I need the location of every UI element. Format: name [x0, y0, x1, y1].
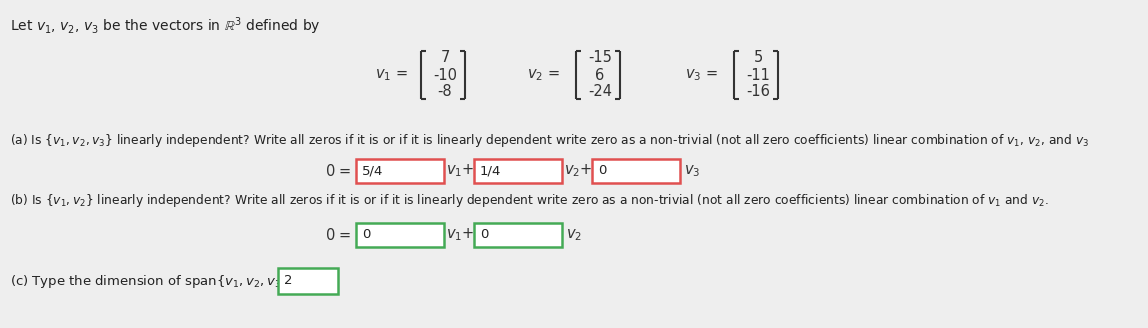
- Text: $v_1$+: $v_1$+: [447, 227, 474, 243]
- Text: $v_2$ =: $v_2$ =: [527, 67, 560, 83]
- Text: -24: -24: [588, 85, 612, 99]
- Text: -11: -11: [746, 68, 770, 83]
- Text: $0$ =: $0$ =: [325, 163, 352, 179]
- Text: Let $v_1$, $v_2$, $v_3$ be the vectors in $\mathbb{R}^3$ defined by: Let $v_1$, $v_2$, $v_3$ be the vectors i…: [10, 15, 320, 37]
- Text: (c) Type the dimension of $\mathrm{span}\{v_1, v_2, v_3\}$:: (c) Type the dimension of $\mathrm{span}…: [10, 273, 294, 290]
- Text: $v_2$+: $v_2$+: [564, 163, 592, 179]
- Text: $v_3$: $v_3$: [684, 163, 700, 179]
- Text: -10: -10: [433, 68, 457, 83]
- Text: 7: 7: [441, 51, 450, 66]
- Text: 0: 0: [480, 229, 488, 241]
- Text: 6: 6: [596, 68, 605, 83]
- Text: $v_1$+: $v_1$+: [447, 163, 474, 179]
- Text: $v_1$ =: $v_1$ =: [375, 67, 408, 83]
- Text: $0$ =: $0$ =: [325, 227, 352, 243]
- Text: $v_3$ =: $v_3$ =: [685, 67, 718, 83]
- FancyBboxPatch shape: [356, 159, 444, 183]
- Text: -15: -15: [588, 51, 612, 66]
- FancyBboxPatch shape: [474, 159, 563, 183]
- Text: 0: 0: [362, 229, 371, 241]
- Text: $v_2$: $v_2$: [566, 227, 582, 243]
- Text: 2: 2: [284, 275, 293, 288]
- FancyBboxPatch shape: [356, 223, 444, 247]
- Text: 0: 0: [598, 165, 606, 177]
- Text: -8: -8: [437, 85, 452, 99]
- FancyBboxPatch shape: [278, 268, 338, 294]
- Text: (b) Is $\{v_1, v_2\}$ linearly independent? Write all zeros if it is or if it is: (b) Is $\{v_1, v_2\}$ linearly independe…: [10, 192, 1049, 209]
- Text: (a) Is $\{v_1, v_2, v_3\}$ linearly independent? Write all zeros if it is or if : (a) Is $\{v_1, v_2, v_3\}$ linearly inde…: [10, 132, 1089, 149]
- FancyBboxPatch shape: [474, 223, 563, 247]
- Text: -16: -16: [746, 85, 770, 99]
- Text: 1/4: 1/4: [480, 165, 502, 177]
- Text: 5: 5: [753, 51, 762, 66]
- FancyBboxPatch shape: [592, 159, 680, 183]
- Text: 5/4: 5/4: [362, 165, 383, 177]
